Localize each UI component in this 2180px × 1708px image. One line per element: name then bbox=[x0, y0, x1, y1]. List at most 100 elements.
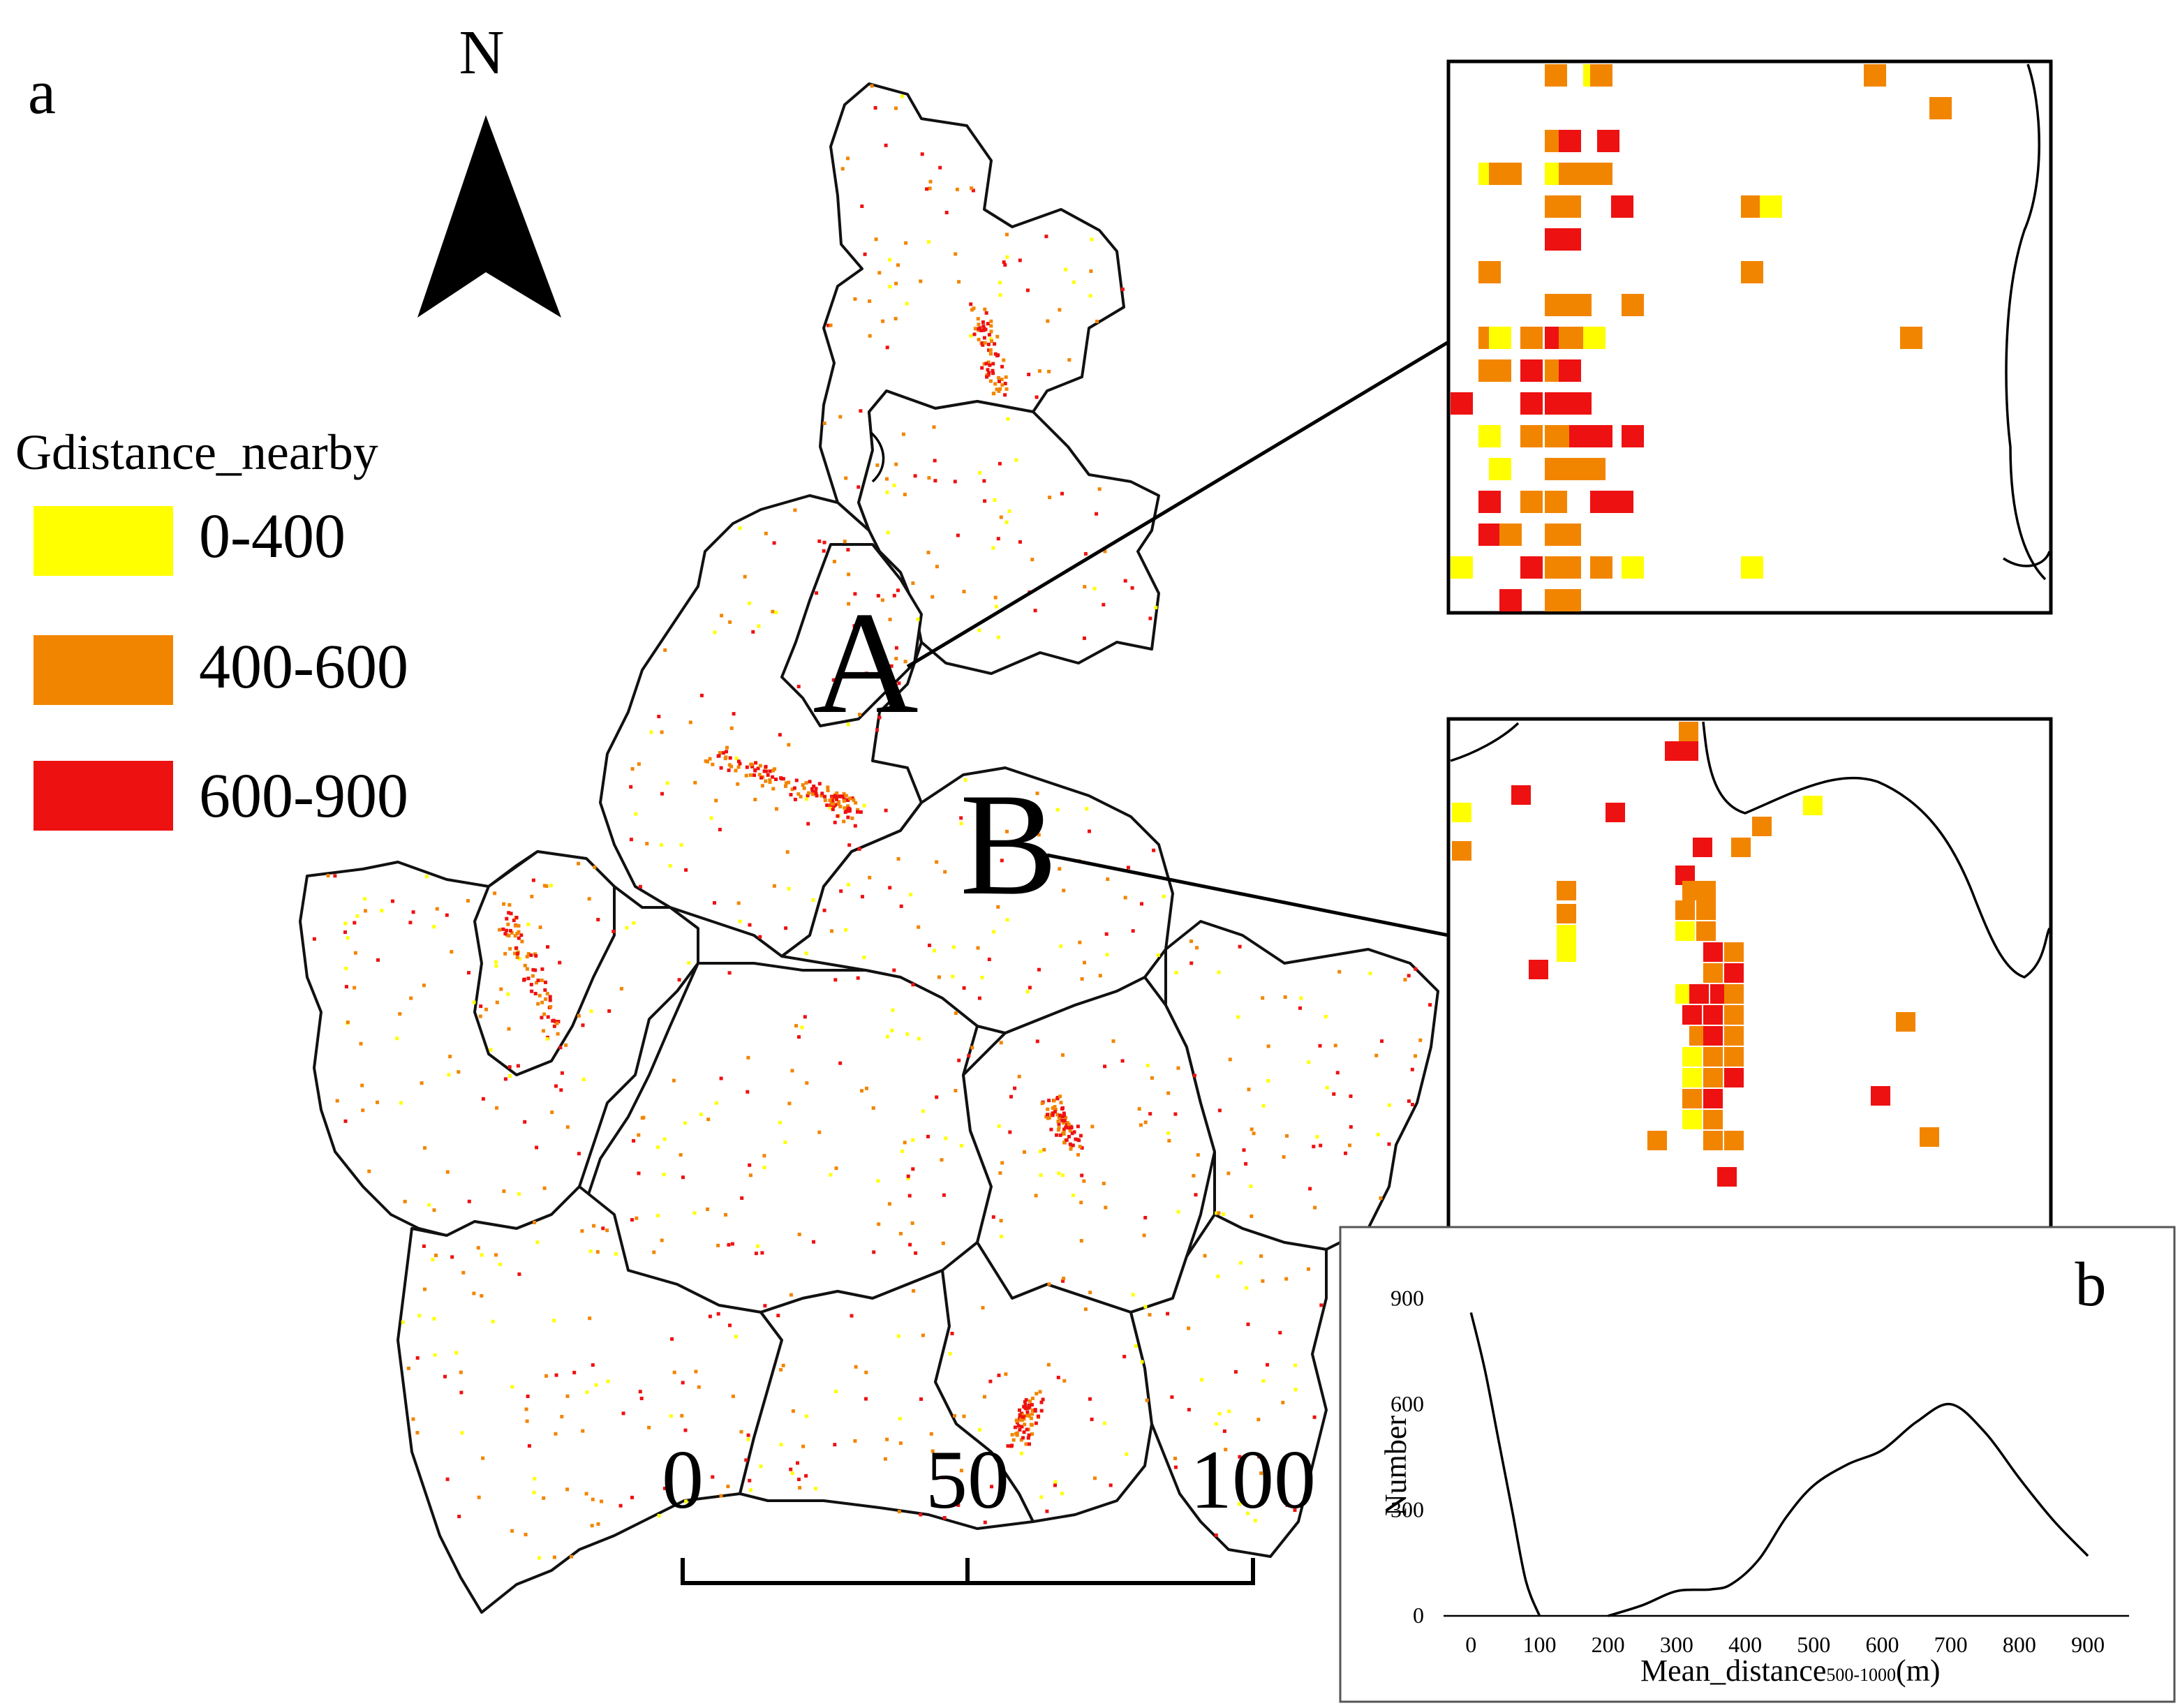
map-cell bbox=[844, 476, 848, 480]
map-cell bbox=[942, 1193, 946, 1197]
map-cell bbox=[1250, 1215, 1254, 1218]
map-cell bbox=[771, 609, 775, 614]
map-cell bbox=[716, 1312, 720, 1316]
map-cell bbox=[748, 923, 752, 927]
map-cell bbox=[494, 964, 498, 968]
map-cell bbox=[1003, 263, 1007, 267]
map-cell bbox=[787, 886, 791, 891]
map-cell bbox=[955, 187, 959, 191]
map-cell bbox=[998, 293, 1002, 297]
map-cell bbox=[1174, 970, 1178, 974]
map-cell bbox=[1080, 1173, 1084, 1178]
map-cell bbox=[986, 342, 991, 346]
map-cell bbox=[1145, 1398, 1149, 1402]
map-cell bbox=[792, 786, 796, 790]
map-cell bbox=[857, 713, 861, 717]
map-cell bbox=[768, 780, 772, 785]
map-cell bbox=[888, 886, 892, 890]
map-cell bbox=[998, 1171, 1002, 1175]
map-cell bbox=[1250, 1127, 1254, 1131]
map-cell bbox=[1046, 1116, 1050, 1120]
map-cell bbox=[1006, 417, 1010, 421]
map-cell bbox=[991, 369, 995, 373]
map-cell bbox=[559, 1088, 563, 1092]
map-cell bbox=[445, 1477, 450, 1481]
map-cell bbox=[954, 1089, 958, 1092]
map-cell bbox=[834, 1390, 838, 1393]
map-cell bbox=[719, 1494, 723, 1498]
map-cell bbox=[772, 541, 776, 545]
map-cell bbox=[1080, 977, 1084, 981]
map-cell bbox=[981, 1306, 985, 1310]
map-cell bbox=[1060, 1118, 1065, 1122]
map-cell bbox=[711, 762, 715, 766]
map-cell bbox=[828, 799, 832, 803]
map-cell bbox=[771, 768, 775, 773]
map-cell bbox=[344, 985, 348, 989]
map-cell bbox=[1103, 1064, 1107, 1069]
map-cell bbox=[745, 765, 749, 769]
map-cell bbox=[326, 874, 330, 877]
map-cell bbox=[502, 902, 506, 906]
inset-b-cell bbox=[1452, 841, 1471, 861]
map-cell bbox=[1039, 1150, 1042, 1153]
map-cell bbox=[514, 916, 519, 920]
map-cell bbox=[760, 1251, 764, 1255]
inset-b-cell bbox=[1731, 838, 1751, 857]
map-cell bbox=[789, 1467, 793, 1471]
map-cell bbox=[1055, 808, 1060, 812]
inset-a-cell bbox=[1611, 195, 1633, 218]
map-cell bbox=[981, 343, 985, 347]
map-cell bbox=[1035, 1392, 1039, 1396]
map-cell bbox=[959, 816, 963, 820]
map-cell bbox=[670, 1337, 674, 1341]
map-cell bbox=[1176, 1066, 1180, 1070]
map-cell bbox=[903, 492, 907, 496]
map-cell bbox=[753, 798, 757, 801]
region-east bbox=[1164, 920, 1439, 1251]
map-cell bbox=[1090, 237, 1094, 242]
map-cell bbox=[937, 975, 941, 979]
map-cell bbox=[542, 1029, 545, 1033]
map-cell bbox=[1226, 1171, 1231, 1175]
map-cell bbox=[863, 252, 867, 256]
map-cell bbox=[1076, 1138, 1080, 1142]
map-cell bbox=[772, 884, 776, 888]
map-cell bbox=[699, 693, 704, 697]
map-cell bbox=[507, 1065, 512, 1069]
inset-a-cell bbox=[1590, 64, 1612, 87]
map-cell bbox=[611, 930, 616, 933]
map-cell bbox=[1261, 1379, 1266, 1383]
inset-b-cell bbox=[1557, 942, 1576, 962]
map-cell bbox=[1000, 859, 1004, 863]
map-cell bbox=[1156, 953, 1160, 957]
map-cell bbox=[951, 974, 955, 979]
map-cell bbox=[941, 1241, 945, 1245]
map-cell bbox=[993, 498, 997, 502]
inset-a-cell bbox=[1520, 425, 1543, 447]
map-cell bbox=[1039, 1173, 1043, 1178]
map-cell bbox=[838, 415, 843, 419]
map-cell bbox=[1407, 974, 1411, 978]
map-cell bbox=[1203, 1254, 1207, 1258]
map-cell bbox=[422, 983, 426, 988]
map-cell bbox=[1024, 1398, 1028, 1402]
map-cell bbox=[998, 380, 1001, 383]
map-cell bbox=[846, 804, 850, 808]
inset-a-cell bbox=[1741, 195, 1763, 218]
map-cell bbox=[1095, 320, 1099, 323]
map-cell bbox=[998, 387, 1002, 391]
map-cell bbox=[997, 635, 1000, 639]
map-cell bbox=[1062, 1119, 1067, 1123]
map-cell bbox=[981, 324, 986, 328]
map-cell bbox=[980, 366, 984, 370]
map-cell bbox=[1214, 1534, 1218, 1537]
map-cell bbox=[928, 179, 933, 184]
map-cell bbox=[668, 863, 672, 868]
map-cell bbox=[1222, 1429, 1226, 1433]
map-cell bbox=[1055, 1113, 1060, 1117]
map-cell bbox=[793, 508, 797, 512]
map-cell bbox=[1266, 1362, 1269, 1367]
map-cell bbox=[517, 957, 521, 961]
map-cell bbox=[1031, 1396, 1035, 1400]
